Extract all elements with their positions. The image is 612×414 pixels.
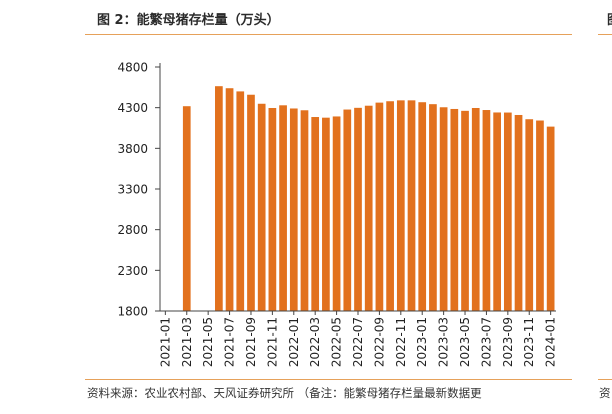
y-tick-label: 4800 <box>117 61 148 75</box>
x-tick-label: 2022-03 <box>308 317 322 367</box>
x-tick-label: 2023-11 <box>522 317 536 367</box>
x-tick-label: 2021-05 <box>201 317 215 367</box>
bar <box>503 112 512 312</box>
x-tick-label: 2021-09 <box>244 317 258 367</box>
x-tick-label: 2022-07 <box>351 317 365 367</box>
bar <box>289 108 298 311</box>
x-tick-label: 2021-07 <box>223 317 237 367</box>
bar <box>182 106 191 311</box>
x-tick-label: 2021-03 <box>180 317 194 367</box>
bar <box>268 107 277 311</box>
next-panel-divider <box>598 34 612 35</box>
bar <box>322 117 330 311</box>
bar <box>236 91 245 312</box>
y-tick-label: 2800 <box>117 223 148 237</box>
next-panel-source-divider <box>598 379 612 380</box>
bar <box>493 112 501 311</box>
bar <box>439 107 448 311</box>
bar <box>247 94 255 311</box>
x-tick-label: 2023-07 <box>479 317 493 367</box>
bar <box>257 103 266 311</box>
x-tick-label: 2022-11 <box>394 317 408 367</box>
bar <box>354 107 362 311</box>
x-tick-label: 2022-01 <box>287 317 301 367</box>
bar <box>396 100 405 311</box>
bar <box>343 109 352 312</box>
bar <box>536 120 544 311</box>
bar <box>514 114 523 311</box>
bar <box>279 105 287 311</box>
next-panel-title: 图 <box>607 9 612 28</box>
x-tick-label: 2024-01 <box>544 317 558 367</box>
y-tick-label: 3800 <box>117 142 148 156</box>
bar <box>461 110 469 311</box>
x-tick-label: 2021-01 <box>158 317 172 367</box>
bar <box>386 101 394 311</box>
x-tick-label: 2022-09 <box>372 317 386 367</box>
chart-title: 图 2：能繁母猪存栏量（万头） <box>97 13 280 28</box>
x-tick-label: 2022-05 <box>330 317 344 367</box>
bar <box>375 102 384 312</box>
bar <box>215 86 223 311</box>
next-panel-source: 资 <box>599 386 611 400</box>
bar <box>311 117 320 312</box>
bar <box>525 119 534 311</box>
bar <box>300 110 309 311</box>
bar <box>364 105 373 312</box>
bar <box>429 104 437 311</box>
x-tick-label: 2023-05 <box>458 317 472 367</box>
bar <box>407 100 416 311</box>
y-tick-label: 2300 <box>117 264 148 278</box>
bar <box>546 126 555 311</box>
bar <box>225 88 234 311</box>
x-tick-label: 2023-01 <box>415 317 429 367</box>
bar <box>418 102 427 311</box>
y-tick-label: 3300 <box>117 183 148 197</box>
source-note: 资料来源：农业农村部、天风证券研究所 （备注：能繁母猪存栏量最新数据更 <box>87 386 482 400</box>
y-tick-label: 1800 <box>117 305 148 319</box>
bar <box>450 108 459 311</box>
bar <box>471 107 480 311</box>
bar <box>332 116 341 311</box>
bar <box>482 110 491 311</box>
x-tick-label: 2021-11 <box>265 317 279 367</box>
x-tick-label: 2023-03 <box>437 317 451 367</box>
title-divider <box>85 34 572 35</box>
y-tick-label: 4300 <box>117 101 148 115</box>
source-divider <box>85 379 572 380</box>
x-tick-label: 2023-09 <box>501 317 515 367</box>
